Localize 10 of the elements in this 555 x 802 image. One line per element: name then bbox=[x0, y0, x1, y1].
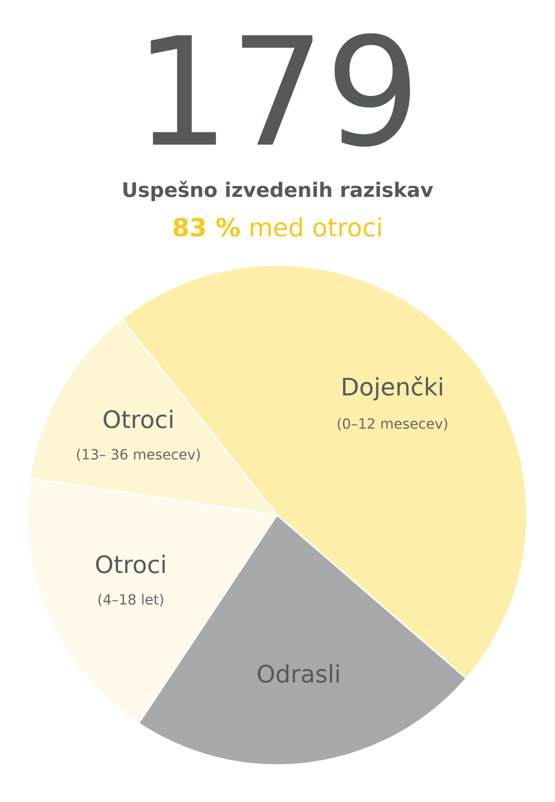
slice-label: Dojenčki bbox=[343, 376, 442, 400]
chart-subtitle: Uspešno izvedenih raziskav bbox=[123, 180, 434, 202]
chart-title: 179 bbox=[150, 33, 410, 147]
slice-label: Otroci bbox=[96, 554, 165, 574]
slice-label: Odrasli bbox=[258, 664, 339, 683]
text: (4–18 let) bbox=[98, 594, 164, 606]
text: (13– 36 mesecev) bbox=[77, 448, 200, 462]
slice-label: Otroci bbox=[104, 410, 172, 428]
text: (0–12 mesecev) bbox=[338, 418, 448, 430]
text: 83 % med otroci bbox=[174, 217, 381, 237]
